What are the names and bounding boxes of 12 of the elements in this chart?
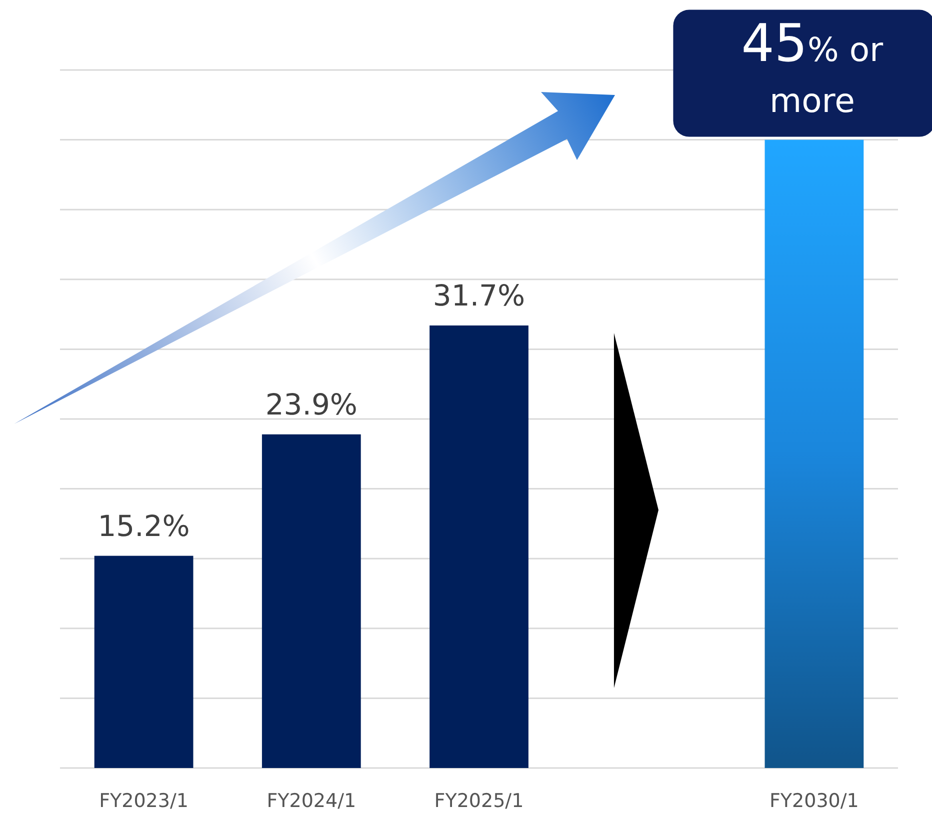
bar: [94, 556, 194, 768]
bar: [430, 325, 528, 768]
data-label: 31.7%: [432, 278, 526, 312]
x-tick-label: FY2030/1: [770, 790, 859, 812]
bar: [764, 140, 864, 768]
data-label: 45% or more: [741, 14, 884, 120]
x-tick-label: FY2025/1: [434, 790, 524, 812]
data-label: 23.9%: [265, 387, 358, 422]
bar: [262, 434, 361, 768]
data-label: 15.2%: [98, 508, 190, 543]
x-tick-label: FY2023/1: [99, 790, 188, 812]
x-tick-label: FY2024/1: [266, 790, 356, 812]
